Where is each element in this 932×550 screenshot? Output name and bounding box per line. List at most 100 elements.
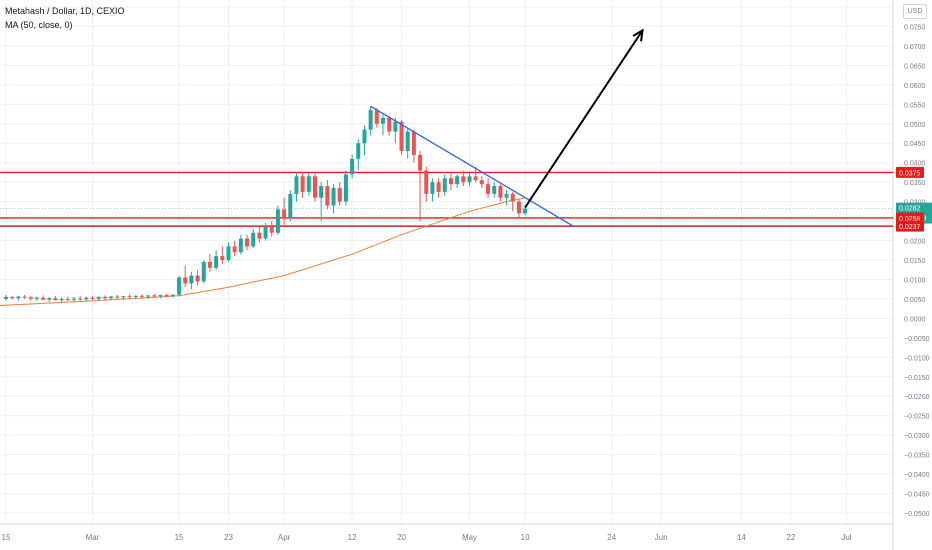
candle <box>34 296 39 302</box>
candle <box>146 295 151 299</box>
candle <box>473 166 478 183</box>
candle <box>96 296 101 301</box>
candle-body <box>177 277 182 295</box>
projection-arrow[interactable] <box>524 28 644 209</box>
candle-body <box>313 176 317 198</box>
candle-body <box>146 295 151 297</box>
candle <box>461 170 466 187</box>
time-tick-label: 15 <box>2 533 11 542</box>
candle <box>387 115 392 136</box>
price-tick-label: 0.0350 <box>904 180 926 187</box>
candle-body <box>16 296 21 299</box>
price-tick-label: 0.0750 <box>904 24 926 31</box>
candle-body <box>448 178 453 185</box>
currency-badge[interactable]: USD <box>903 4 927 19</box>
candle-body <box>498 186 503 198</box>
candle-body <box>201 261 206 282</box>
candle-body <box>319 186 324 198</box>
candle <box>504 189 509 206</box>
candle <box>84 296 89 302</box>
price-tick-label: −0.0300 <box>904 433 930 440</box>
candle <box>71 296 76 303</box>
candle <box>214 250 219 270</box>
candle-body <box>41 297 46 300</box>
candle-body <box>393 121 398 132</box>
candle-body <box>368 110 373 130</box>
price-tick-label: 0.0450 <box>904 141 926 148</box>
candle-body <box>220 256 225 260</box>
candle-body <box>356 143 361 159</box>
candle-body <box>121 296 126 298</box>
candle <box>251 228 256 249</box>
candle <box>510 191 515 212</box>
price-tick-label: −0.0150 <box>904 375 930 382</box>
candles <box>4 106 528 303</box>
time-tick-label: 23 <box>224 533 233 542</box>
candle-body <box>362 129 367 144</box>
candle <box>374 108 379 128</box>
candle <box>245 234 250 251</box>
candle <box>294 172 299 202</box>
candle-body <box>34 297 39 299</box>
candle <box>257 226 262 243</box>
candle-body <box>251 232 256 247</box>
time-tick-label: Apr <box>278 533 291 542</box>
price-tick-label: −0.0400 <box>904 472 930 479</box>
price-tick-label: −0.0050 <box>904 336 930 343</box>
trendline[interactable] <box>370 105 575 228</box>
candle <box>183 265 188 288</box>
price-tick-label: 0.0200 <box>904 239 926 246</box>
candle <box>498 184 503 202</box>
candle-body <box>28 297 33 299</box>
candle-body <box>53 298 58 301</box>
symbol-title: Metahash / Dollar, 1D, CEXIO <box>5 6 125 16</box>
candle <box>399 119 404 155</box>
time-tick-label: 24 <box>607 533 616 542</box>
time-tick-label: 22 <box>786 533 795 542</box>
candle-body <box>461 176 466 183</box>
candle-body <box>96 296 101 299</box>
candle-body <box>337 187 342 202</box>
candle-body <box>257 232 262 239</box>
candle-body <box>207 261 212 268</box>
candle <box>455 174 460 188</box>
candle-body <box>4 296 8 299</box>
candle-body <box>504 193 509 198</box>
price-tick-label: 0.0100 <box>904 277 926 284</box>
time-axis-labels: 15 Mar 15 23 Apr 12 20 May 10 24 Jun 14 22 Jul <box>2 533 852 542</box>
arrow-shaft <box>524 29 644 209</box>
candle-body <box>245 238 250 247</box>
candle-body <box>282 209 287 218</box>
time-tick-label: May <box>462 533 477 542</box>
candle-body <box>189 275 194 284</box>
candle <box>139 294 144 299</box>
candle-body <box>238 238 243 253</box>
candle-body <box>405 131 410 152</box>
candle <box>430 178 435 202</box>
grid <box>0 0 893 524</box>
candle-body <box>418 154 423 171</box>
price-tick-label: 0.0000 <box>904 316 926 323</box>
candle-body <box>424 170 429 194</box>
candle <box>492 182 497 198</box>
candle <box>424 166 429 202</box>
candle-body <box>374 110 379 124</box>
candle <box>109 295 114 301</box>
candle <box>127 294 132 299</box>
candle <box>306 172 311 196</box>
candle <box>152 293 157 298</box>
candle <box>158 294 163 299</box>
candle-body <box>152 295 157 297</box>
candle <box>343 170 348 206</box>
candle-body <box>380 117 385 124</box>
candle <box>201 260 206 284</box>
candle <box>220 246 225 264</box>
candle-body <box>294 176 299 194</box>
candle <box>516 199 521 218</box>
candle-body <box>109 296 114 299</box>
horizontal-levels[interactable] <box>0 171 893 227</box>
candle <box>442 174 447 196</box>
candle-body <box>288 193 293 218</box>
